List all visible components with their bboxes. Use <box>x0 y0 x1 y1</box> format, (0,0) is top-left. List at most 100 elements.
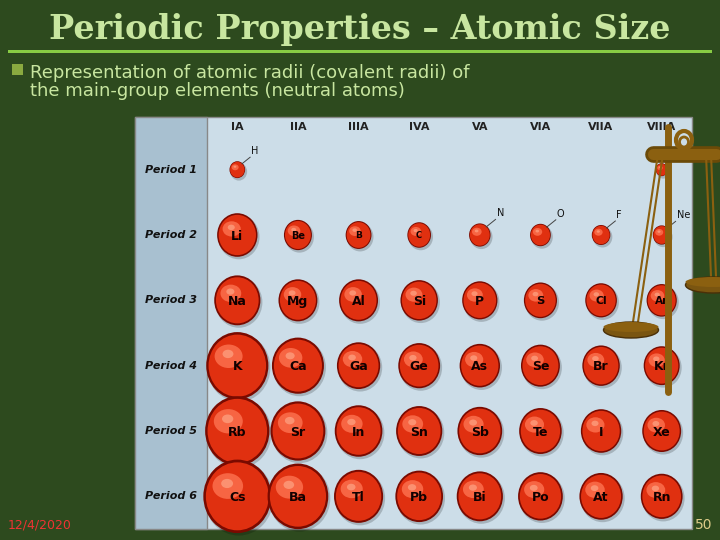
Ellipse shape <box>470 355 477 361</box>
Text: Be: Be <box>291 231 305 241</box>
Ellipse shape <box>525 416 544 433</box>
Ellipse shape <box>352 228 357 232</box>
Ellipse shape <box>472 228 482 236</box>
Ellipse shape <box>642 475 681 517</box>
Ellipse shape <box>654 227 672 247</box>
Ellipse shape <box>642 475 685 522</box>
Text: In: In <box>352 426 365 438</box>
Ellipse shape <box>230 162 245 178</box>
Ellipse shape <box>459 408 504 458</box>
Ellipse shape <box>464 283 496 318</box>
Text: Li: Li <box>231 230 243 242</box>
Ellipse shape <box>647 286 679 319</box>
Ellipse shape <box>461 346 498 386</box>
Ellipse shape <box>217 213 258 257</box>
Ellipse shape <box>652 421 660 426</box>
Text: 12/4/2020: 12/4/2020 <box>8 519 72 532</box>
Ellipse shape <box>531 225 550 245</box>
Ellipse shape <box>204 461 274 536</box>
Ellipse shape <box>464 416 484 433</box>
Text: Rn: Rn <box>652 491 671 504</box>
Ellipse shape <box>203 460 271 533</box>
Ellipse shape <box>279 279 318 321</box>
Text: Period 5: Period 5 <box>145 426 197 436</box>
Ellipse shape <box>400 345 438 387</box>
Ellipse shape <box>337 342 380 389</box>
Ellipse shape <box>273 339 326 396</box>
Ellipse shape <box>519 474 564 523</box>
Ellipse shape <box>214 409 243 434</box>
Ellipse shape <box>215 275 261 325</box>
Ellipse shape <box>644 346 680 385</box>
Ellipse shape <box>230 163 247 180</box>
Ellipse shape <box>207 334 271 402</box>
Ellipse shape <box>349 291 356 295</box>
Ellipse shape <box>522 346 562 389</box>
Text: Period 6: Period 6 <box>145 491 197 501</box>
Ellipse shape <box>278 413 302 433</box>
Ellipse shape <box>530 485 538 491</box>
Ellipse shape <box>521 345 560 387</box>
Ellipse shape <box>410 227 421 236</box>
Ellipse shape <box>226 288 235 295</box>
Ellipse shape <box>398 343 440 388</box>
Ellipse shape <box>341 480 363 498</box>
Ellipse shape <box>408 222 431 248</box>
Ellipse shape <box>279 348 302 368</box>
Ellipse shape <box>643 411 683 455</box>
Ellipse shape <box>402 282 436 319</box>
Ellipse shape <box>656 163 667 176</box>
Text: S: S <box>536 296 544 306</box>
Text: Se: Se <box>531 360 549 373</box>
Ellipse shape <box>341 281 377 320</box>
Ellipse shape <box>536 230 539 233</box>
Ellipse shape <box>343 351 362 367</box>
Text: Period 2: Period 2 <box>145 230 197 240</box>
Ellipse shape <box>523 346 559 385</box>
Ellipse shape <box>470 225 492 249</box>
Ellipse shape <box>233 166 236 168</box>
Ellipse shape <box>408 224 433 250</box>
Ellipse shape <box>590 289 604 301</box>
Ellipse shape <box>279 281 320 324</box>
Ellipse shape <box>348 355 356 360</box>
Ellipse shape <box>408 223 430 247</box>
Ellipse shape <box>586 285 616 316</box>
Text: IIIA: IIIA <box>348 122 369 132</box>
Bar <box>135 117 207 529</box>
Text: Ge: Ge <box>410 360 428 373</box>
Text: Period 4: Period 4 <box>145 361 197 370</box>
Ellipse shape <box>286 352 294 359</box>
Ellipse shape <box>651 290 665 301</box>
Ellipse shape <box>344 287 362 302</box>
Ellipse shape <box>220 285 241 302</box>
Ellipse shape <box>594 229 603 235</box>
Text: the main-group elements (neutral atoms): the main-group elements (neutral atoms) <box>30 82 405 100</box>
Ellipse shape <box>584 347 618 384</box>
Ellipse shape <box>528 289 544 301</box>
Ellipse shape <box>289 291 295 295</box>
Ellipse shape <box>395 470 443 522</box>
Text: 50: 50 <box>695 518 712 532</box>
Ellipse shape <box>273 403 323 458</box>
Ellipse shape <box>409 355 417 361</box>
Ellipse shape <box>347 484 356 490</box>
Text: VIIA: VIIA <box>588 122 613 132</box>
Ellipse shape <box>218 215 259 259</box>
Ellipse shape <box>641 474 683 519</box>
Text: N: N <box>497 208 504 218</box>
Ellipse shape <box>655 229 663 235</box>
Text: Mg: Mg <box>287 295 309 308</box>
Text: Cl: Cl <box>595 296 607 306</box>
Ellipse shape <box>285 221 311 249</box>
Ellipse shape <box>284 287 301 302</box>
Ellipse shape <box>685 277 720 287</box>
Ellipse shape <box>461 346 502 390</box>
Ellipse shape <box>592 225 611 245</box>
Ellipse shape <box>284 220 312 250</box>
Ellipse shape <box>410 291 417 296</box>
Ellipse shape <box>685 277 720 293</box>
Ellipse shape <box>465 352 483 367</box>
Bar <box>135 117 692 529</box>
Text: Al: Al <box>351 295 366 308</box>
